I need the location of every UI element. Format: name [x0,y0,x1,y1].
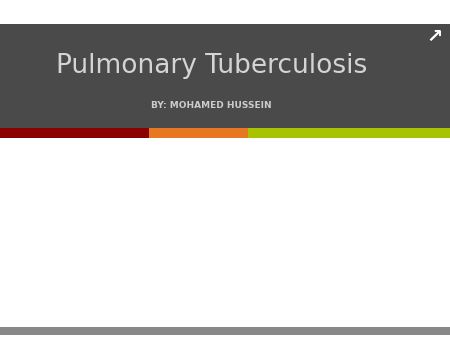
Bar [0,24,450,128]
Text: BY: MOHAMED HUSSEIN: BY: MOHAMED HUSSEIN [151,101,272,110]
Bar [248,128,450,138]
Text: ↗: ↗ [426,27,442,46]
Text: Pulmonary Tuberculosis: Pulmonary Tuberculosis [56,53,367,78]
Bar [0,327,450,335]
Bar [148,128,248,138]
Bar [0,128,148,138]
